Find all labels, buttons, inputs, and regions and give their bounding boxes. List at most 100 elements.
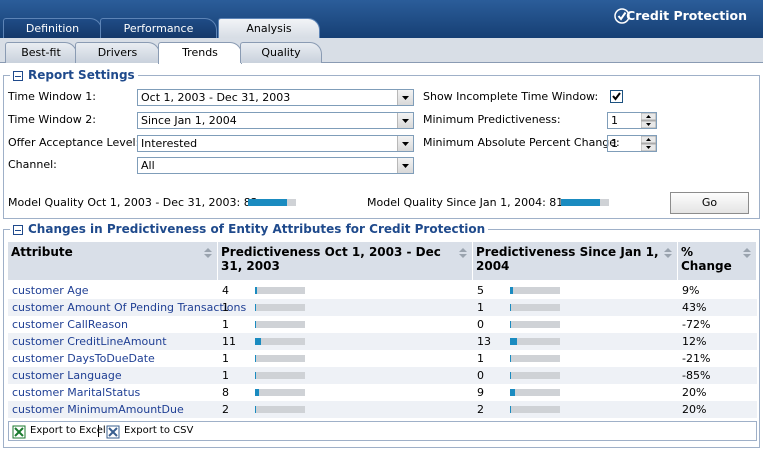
subtab[interactable]: Best-fit [5, 42, 77, 63]
attribute-link[interactable]: customer CreditLineAmount [12, 335, 167, 348]
predictiveness: 4 [222, 284, 229, 297]
quality-bar [248, 199, 288, 206]
quality-bar [561, 199, 600, 206]
attribute-link[interactable]: customer Age [12, 284, 89, 297]
quality-bar-track [561, 199, 609, 206]
checkbox[interactable] [610, 90, 623, 103]
percent-change: -21% [682, 352, 711, 365]
predictiveness-track [255, 304, 305, 311]
predictiveness-bar [510, 338, 517, 345]
attribute-link[interactable]: customer Amount Of Pending Transactions [12, 301, 247, 314]
model-quality-label: Model Quality Oct 1, 2003 - Dec 31, 2003… [8, 196, 241, 209]
table-row [8, 367, 757, 384]
tab[interactable]: Analysis [218, 18, 320, 38]
predictiveness-bar [255, 372, 256, 379]
predictiveness-bar [255, 321, 256, 328]
option-label: Minimum Predictiveness: [423, 113, 561, 126]
option-label: Minimum Absolute Percent Change: [423, 136, 620, 149]
subtab[interactable]: Quality [240, 42, 322, 63]
subtab[interactable]: Trends [158, 42, 242, 64]
field-label: Offer Acceptance Level: [8, 136, 140, 149]
spinner[interactable]: 1 [607, 135, 657, 152]
attribute-link[interactable]: customer CallReason [12, 318, 128, 331]
export-label: Export to CSV [124, 425, 194, 436]
percent-change: 20% [682, 386, 707, 399]
predictiveness-track [510, 338, 560, 345]
predictiveness: 1 [222, 301, 229, 314]
go-button[interactable]: Go [670, 192, 749, 214]
predictiveness: 1 [222, 352, 229, 365]
attribute-link[interactable]: customer Language [12, 369, 122, 382]
predictiveness: 11 [222, 335, 236, 348]
model-quality: Model Quality Oct 1, 2003 - Dec 31, 2003… [8, 196, 258, 209]
table-row [8, 401, 757, 418]
predictiveness: 13 [477, 335, 491, 348]
predictiveness-track [255, 406, 305, 413]
predictiveness-bar [510, 372, 511, 379]
export-bar [8, 421, 757, 441]
tab[interactable]: Performance [100, 18, 217, 38]
predictiveness-bar [255, 389, 259, 396]
predictiveness-track [510, 372, 560, 379]
predictiveness-bar [255, 287, 257, 294]
predictiveness-bar [510, 355, 511, 362]
field-label: Time Window 2: [8, 113, 96, 126]
subtab[interactable]: Drivers [75, 42, 160, 63]
column-header[interactable]: Predictiveness Since Jan 1, 2004 [473, 242, 678, 280]
separator [98, 425, 99, 437]
column-header[interactable]: % Change [678, 242, 757, 280]
predictiveness-track [510, 406, 560, 413]
predictiveness: 1 [477, 301, 484, 314]
predictiveness-bar [255, 338, 261, 345]
attribute-link[interactable]: customer DaysToDueDate [12, 352, 155, 365]
attribute-link[interactable]: customer MaritalStatus [12, 386, 141, 399]
option-label: Show Incomplete Time Window: [423, 90, 599, 103]
attribute-link[interactable]: customer MinimumAmountDue [12, 403, 184, 416]
field-label: Channel: [8, 158, 57, 171]
predictiveness: 1 [222, 318, 229, 331]
spinner[interactable]: 1 [607, 112, 657, 129]
dropdown[interactable]: Oct 1, 2003 - Dec 31, 2003 [137, 89, 414, 106]
percent-change: 43% [682, 301, 707, 314]
percent-change: 12% [682, 335, 707, 348]
table-row [8, 384, 757, 401]
product-name: Credit Protection [626, 8, 747, 23]
predictiveness-bar [510, 304, 511, 311]
dropdown-value: Interested [141, 137, 198, 150]
check-icon [614, 8, 630, 24]
tab[interactable]: Definition [3, 18, 102, 38]
predictiveness-bar [255, 355, 256, 362]
predictiveness-bar [255, 406, 256, 413]
spinner-value: 1 [611, 137, 618, 150]
percent-change: 20% [682, 403, 707, 416]
predictiveness-bar [510, 389, 515, 396]
model-quality-value: 81 [549, 196, 564, 209]
panel-title: Report Settings [10, 68, 138, 82]
predictiveness-bar [510, 321, 511, 328]
predictiveness-track [510, 287, 560, 294]
column-header[interactable]: Attribute [8, 242, 218, 280]
predictiveness-bar [255, 304, 256, 311]
dropdown[interactable]: Interested [137, 135, 414, 152]
predictiveness: 8 [222, 386, 229, 399]
dropdown-value: All [141, 159, 155, 172]
table-row [8, 282, 757, 299]
predictiveness-track [255, 372, 305, 379]
column-header[interactable]: Predictiveness Oct 1, 2003 - Dec 31, 200… [218, 242, 473, 280]
predictiveness: 1 [222, 369, 229, 382]
panel-title: Changes in Predictiveness of Entity Attr… [10, 222, 489, 236]
export-link[interactable]: Export to Excel [12, 423, 106, 439]
dropdown[interactable]: Since Jan 1, 2004 [137, 112, 414, 129]
export-link[interactable]: Export to CSV [106, 423, 193, 439]
predictiveness: 1 [477, 352, 484, 365]
export-label: Export to Excel [30, 425, 106, 436]
field-label: Time Window 1: [8, 90, 96, 103]
table-row [8, 299, 757, 316]
predictiveness-track [255, 287, 305, 294]
predictiveness-track [255, 321, 305, 328]
predictiveness-track [255, 355, 305, 362]
settings-panel [3, 75, 760, 219]
dropdown[interactable]: All [137, 157, 414, 174]
model-quality: Model Quality Since Jan 1, 2004: 81 [367, 196, 563, 209]
